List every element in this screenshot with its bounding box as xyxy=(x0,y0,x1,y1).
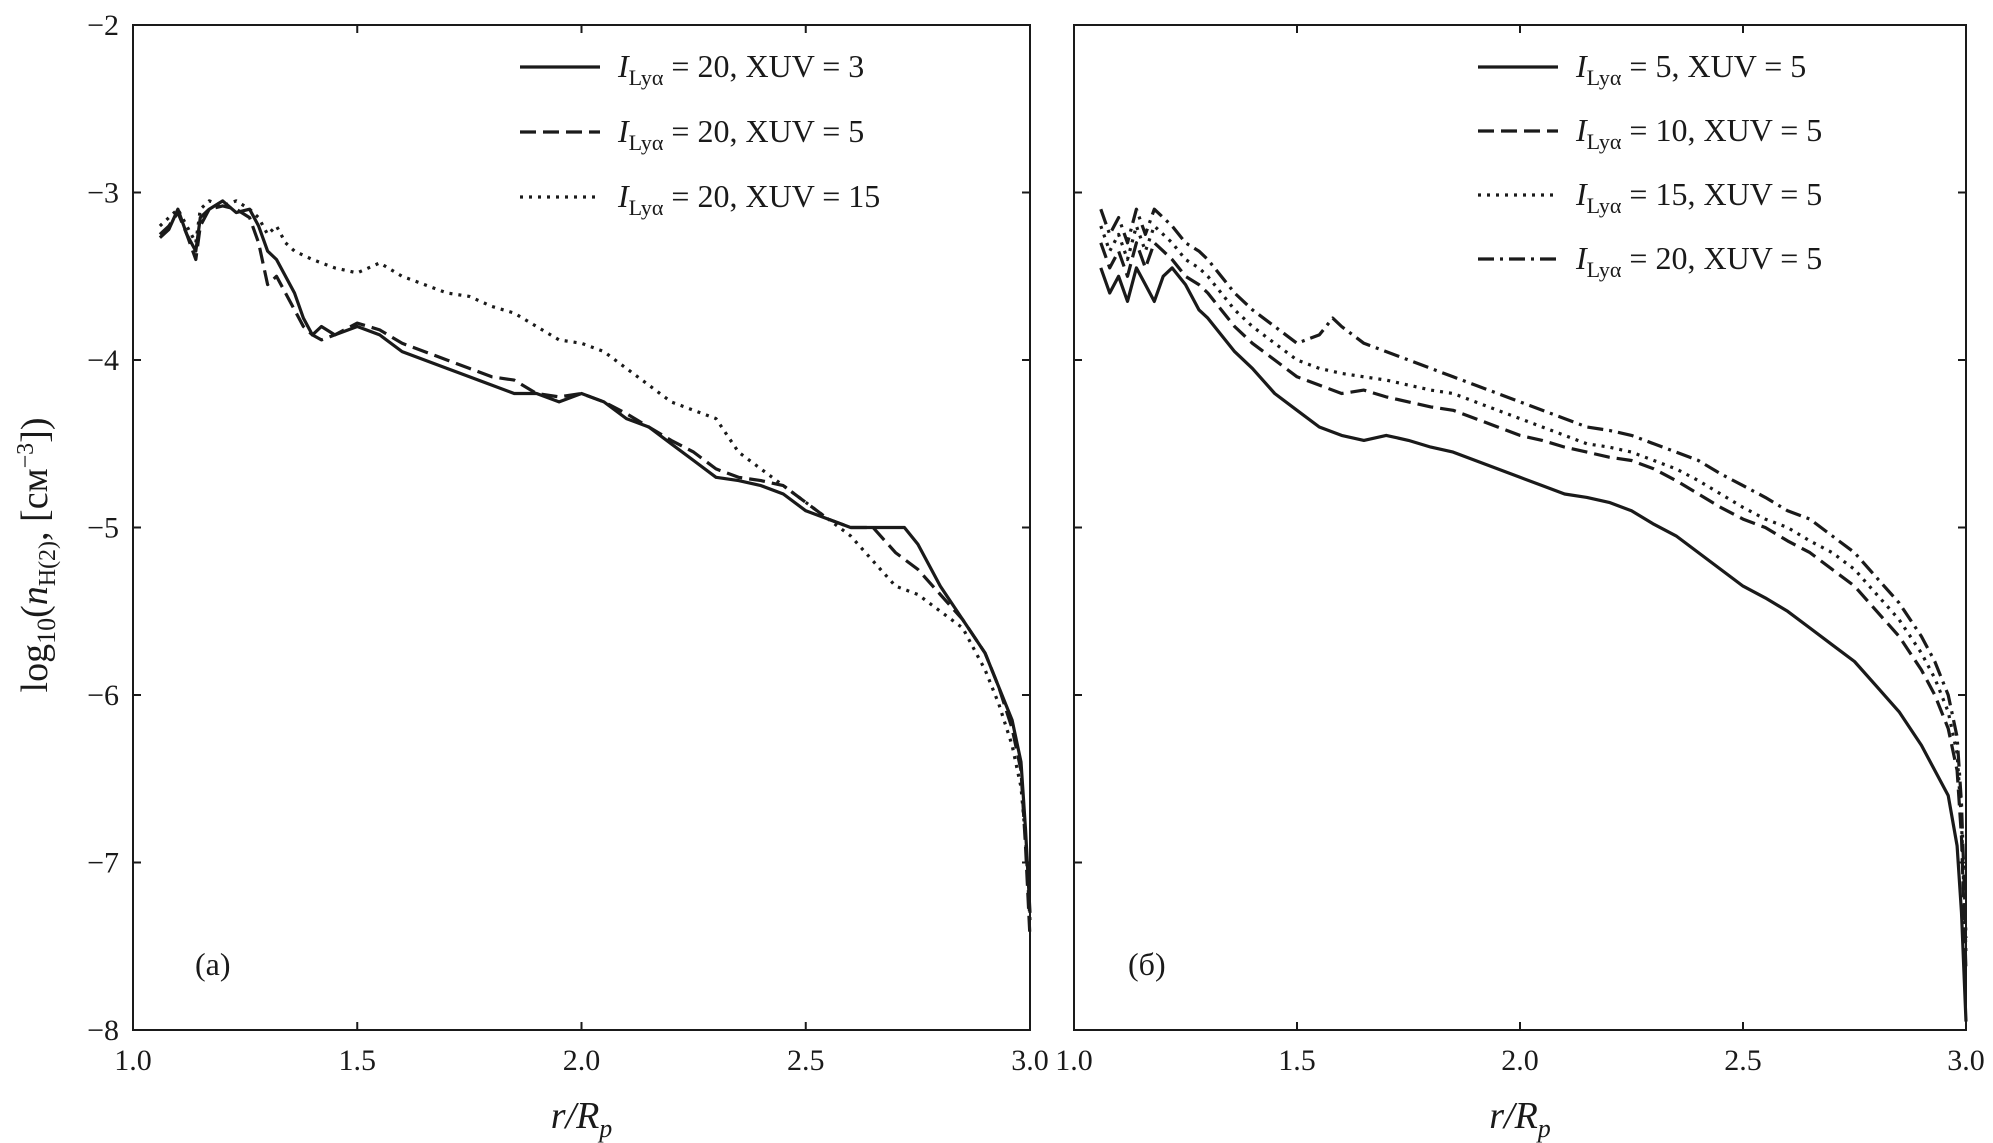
panel-a: 1.0 1.5 2.0 2.5 3.0 −2 −3 −4 −5 −6 −7 −8 (a) r/Rp I… xyxy=(87,9,1049,1143)
y-axis-label-base: 10 xyxy=(32,618,61,644)
panel-b-series-1-line xyxy=(1099,266,1968,1022)
panel-a-x-tick-label: 1.5 xyxy=(339,1044,377,1077)
panel-a-y-tick-label: −5 xyxy=(87,512,119,545)
y-axis-label: log10(nH(2), [см−3]) xyxy=(13,418,61,693)
panel-a-legend-entry: ILyα = 20, XUV = 5 xyxy=(617,113,864,155)
panel-b-x-axis-label: r/Rp xyxy=(1489,1095,1551,1143)
y-axis-label-var-sub: H(2) xyxy=(35,541,61,586)
panel-a-legend-entry: ILyα = 20, XUV = 15 xyxy=(617,178,880,220)
panel-b-series xyxy=(1099,207,1968,1022)
panel-a-series-2-line xyxy=(158,204,1032,938)
panel-a-x-tick-label: 1.0 xyxy=(114,1044,152,1077)
panel-a-series-1-line xyxy=(158,199,1032,913)
panel-b-legend-entry: ILyα = 10, XUV = 5 xyxy=(1575,112,1822,154)
panel-b-legend-entry: ILyα = 20, XUV = 5 xyxy=(1575,240,1822,282)
panel-a-x-axis-label: r/Rp xyxy=(551,1095,613,1143)
panel-b-ticks: 1.0 1.5 2.0 2.5 3.0 xyxy=(1055,24,1985,1077)
panel-b-x-axis-label-sub: p xyxy=(1536,1114,1551,1143)
panel-b-legend: ILyα = 5, XUV = 5 ILyα = 10, XUV = 5 ILyα … xyxy=(1478,48,1822,282)
panel-a-x-tick-label: 3.0 xyxy=(1011,1044,1049,1077)
panel-b-x-axis-label-text: r/R xyxy=(1489,1095,1538,1137)
panel-b-x-tick-label: 1.5 xyxy=(1278,1044,1316,1077)
panel-b-legend-entry: ILyα = 15, XUV = 5 xyxy=(1575,176,1822,218)
panel-a-y-tick-label: −2 xyxy=(87,9,119,42)
panel-a-label: (a) xyxy=(195,946,231,982)
y-axis-label-var: n xyxy=(14,586,56,605)
panel-a-legend: ILyα = 20, XUV = 3 ILyα = 20, XUV = 5 ILyα… xyxy=(520,48,880,220)
panel-a-y-tick-label: −4 xyxy=(87,344,119,377)
y-axis-label-unit-close: ]) xyxy=(14,418,56,443)
y-axis-label-unit-open: , [см xyxy=(14,468,56,541)
y-axis-label-log: log xyxy=(14,644,56,693)
panel-a-y-tick-label: −6 xyxy=(87,679,119,712)
panel-b-series-4-line xyxy=(1099,207,1968,938)
panel-b-x-tick-label: 1.0 xyxy=(1055,1044,1093,1077)
panel-a-ticks: 1.0 1.5 2.0 2.5 3.0 −2 −3 −4 −5 −6 −7 −8 xyxy=(87,9,1049,1077)
panel-b-label: (б) xyxy=(1128,946,1166,982)
panel-a-x-axis-label-sub: p xyxy=(597,1114,612,1143)
panel-a-x-axis-label-text: r/R xyxy=(551,1095,600,1137)
panel-b-x-tick-label: 3.0 xyxy=(1947,1044,1985,1077)
panel-b-series-2-line xyxy=(1099,241,1968,972)
y-axis-label-unit-sup: −3 xyxy=(13,443,39,469)
y-axis-label-open: ( xyxy=(14,605,56,618)
panel-a-x-tick-label: 2.0 xyxy=(563,1044,601,1077)
panel-b-x-tick-label: 2.5 xyxy=(1724,1044,1762,1077)
panel-b-x-tick-label: 2.0 xyxy=(1501,1044,1539,1077)
panel-a-x-tick-label: 2.5 xyxy=(787,1044,825,1077)
panel-a-series xyxy=(158,199,1032,938)
panel-a-y-tick-label: −3 xyxy=(87,177,119,210)
panel-a-legend-entry: ILyα = 20, XUV = 3 xyxy=(617,48,864,90)
panel-b-legend-entry: ILyα = 5, XUV = 5 xyxy=(1575,48,1806,90)
panel-a-y-tick-label: −8 xyxy=(87,1014,119,1047)
panel-b: 1.0 1.5 2.0 2.5 3.0 (б) r/Rp ILyα = 5, XUV =… xyxy=(1055,24,1985,1143)
panel-a-y-tick-label: −7 xyxy=(87,847,119,880)
